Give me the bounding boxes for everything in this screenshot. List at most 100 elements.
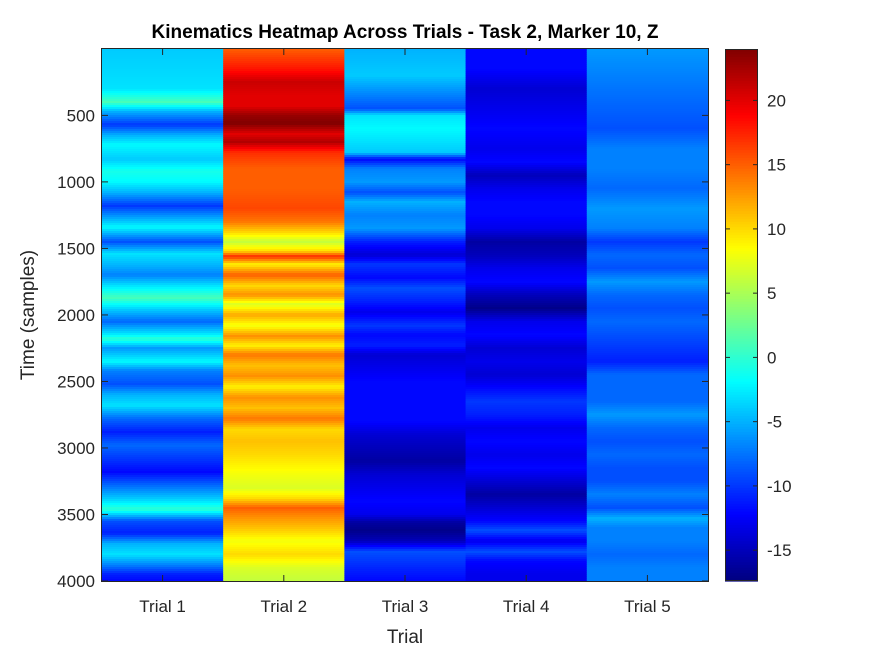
colorbar-swatch bbox=[725, 102, 758, 106]
heatmap-cell bbox=[223, 299, 345, 302]
heatmap-cell bbox=[586, 555, 709, 558]
colorbar-swatch bbox=[725, 485, 758, 489]
heatmap-cell bbox=[465, 349, 588, 352]
colorbar-swatch bbox=[725, 567, 758, 571]
heatmap-cell bbox=[223, 157, 345, 160]
heatmap-cell bbox=[586, 321, 709, 324]
heatmap-cell bbox=[102, 537, 224, 540]
heatmap-cell bbox=[223, 467, 345, 470]
heatmap-cell bbox=[344, 471, 467, 474]
heatmap-cell bbox=[102, 179, 224, 182]
heatmap-cell bbox=[102, 147, 224, 150]
heatmap-cell bbox=[223, 171, 345, 174]
heatmap-cell bbox=[465, 497, 588, 500]
heatmap-cell bbox=[102, 565, 224, 568]
heatmap-cell bbox=[344, 507, 467, 510]
heatmap-cell bbox=[102, 257, 224, 260]
heatmap-cell bbox=[223, 173, 345, 176]
colorbar-swatch bbox=[725, 200, 758, 204]
colorbar-swatch bbox=[725, 62, 758, 66]
heatmap-cell bbox=[465, 463, 588, 466]
heatmap-cell bbox=[344, 569, 467, 572]
heatmap-cell bbox=[344, 467, 467, 470]
heatmap-cell bbox=[102, 369, 224, 372]
heatmap-cell bbox=[102, 71, 224, 74]
heatmap-cell bbox=[102, 361, 224, 364]
heatmap-cell bbox=[465, 249, 588, 252]
heatmap-cell bbox=[344, 85, 467, 88]
heatmap-cell bbox=[102, 389, 224, 392]
heatmap-cell bbox=[586, 527, 709, 530]
heatmap-cell bbox=[465, 487, 588, 490]
heatmap-cell bbox=[465, 275, 588, 278]
colorbar-swatch bbox=[725, 405, 758, 409]
heatmap-cell bbox=[223, 377, 345, 380]
heatmap-cell bbox=[102, 181, 224, 184]
heatmap-cell bbox=[586, 489, 709, 492]
heatmap-cell bbox=[102, 363, 224, 366]
heatmap-cell bbox=[223, 487, 345, 490]
colorbar-swatch bbox=[725, 174, 758, 178]
heatmap-cell bbox=[465, 63, 588, 66]
heatmap-cell bbox=[465, 553, 588, 556]
heatmap-cell bbox=[102, 265, 224, 268]
heatmap-cell bbox=[465, 243, 588, 246]
heatmap-cell bbox=[465, 257, 588, 260]
heatmap-cell bbox=[102, 347, 224, 350]
heatmap-cell bbox=[586, 339, 709, 342]
colorbar-swatch bbox=[725, 96, 758, 101]
x-axis: Trial 1 Trial 2 Trial 3 Trial 4 Trial 5 bbox=[139, 49, 671, 616]
heatmap-cell bbox=[223, 127, 345, 130]
colorbar-swatch bbox=[725, 461, 758, 465]
heatmap-cell bbox=[102, 109, 224, 112]
heatmap-cell bbox=[344, 251, 467, 254]
heatmap-cell bbox=[465, 365, 588, 368]
heatmap-cell bbox=[586, 157, 709, 160]
heatmap-cell bbox=[586, 329, 709, 332]
heatmap-cell bbox=[102, 239, 224, 242]
heatmap-cell bbox=[102, 219, 224, 222]
heatmap-cell bbox=[344, 363, 467, 366]
heatmap-cell bbox=[223, 201, 345, 204]
colorbar-swatch bbox=[725, 120, 758, 125]
heatmap-cell bbox=[223, 325, 345, 328]
heatmap-cell bbox=[102, 295, 224, 298]
colorbar-swatch bbox=[725, 272, 758, 276]
heatmap-cell bbox=[102, 75, 224, 78]
heatmap-cell bbox=[586, 233, 709, 236]
heatmap-cell bbox=[102, 527, 224, 530]
heatmap-cell bbox=[102, 493, 224, 496]
heatmap-cell bbox=[344, 95, 467, 98]
heatmap-cell bbox=[102, 225, 224, 228]
heatmap-cell bbox=[223, 187, 345, 190]
heatmap-cell bbox=[586, 335, 709, 338]
heatmap-cell bbox=[586, 95, 709, 98]
heatmap-cell bbox=[223, 243, 345, 246]
heatmap-cell bbox=[586, 125, 709, 128]
heatmap-cell bbox=[223, 197, 345, 200]
heatmap-cell bbox=[102, 329, 224, 332]
heatmap-cell bbox=[102, 397, 224, 400]
colorbar-swatch bbox=[725, 503, 758, 508]
heatmap-cell bbox=[344, 305, 467, 308]
heatmap-cell bbox=[586, 533, 709, 536]
colorbar-swatch bbox=[725, 378, 758, 383]
heatmap-cell bbox=[586, 351, 709, 354]
heatmap-cell bbox=[465, 331, 588, 334]
heatmap-cell bbox=[223, 419, 345, 422]
heatmap-cell bbox=[586, 167, 709, 170]
heatmap-cell bbox=[586, 361, 709, 364]
heatmap-cell bbox=[344, 207, 467, 210]
heatmap-cell bbox=[223, 361, 345, 364]
heatmap-cell bbox=[223, 445, 345, 448]
heatmap-cell bbox=[465, 245, 588, 248]
colorbar-swatch bbox=[725, 104, 758, 109]
heatmap-cell bbox=[223, 443, 345, 446]
chart-title: Kinematics Heatmap Across Trials - Task … bbox=[152, 22, 659, 43]
colorbar-swatch bbox=[725, 336, 758, 340]
colorbar-swatch bbox=[725, 519, 758, 524]
heatmap-cell bbox=[344, 401, 467, 404]
heatmap-cell bbox=[344, 497, 467, 500]
heatmap-cell bbox=[465, 443, 588, 446]
heatmap-cell bbox=[586, 441, 709, 444]
